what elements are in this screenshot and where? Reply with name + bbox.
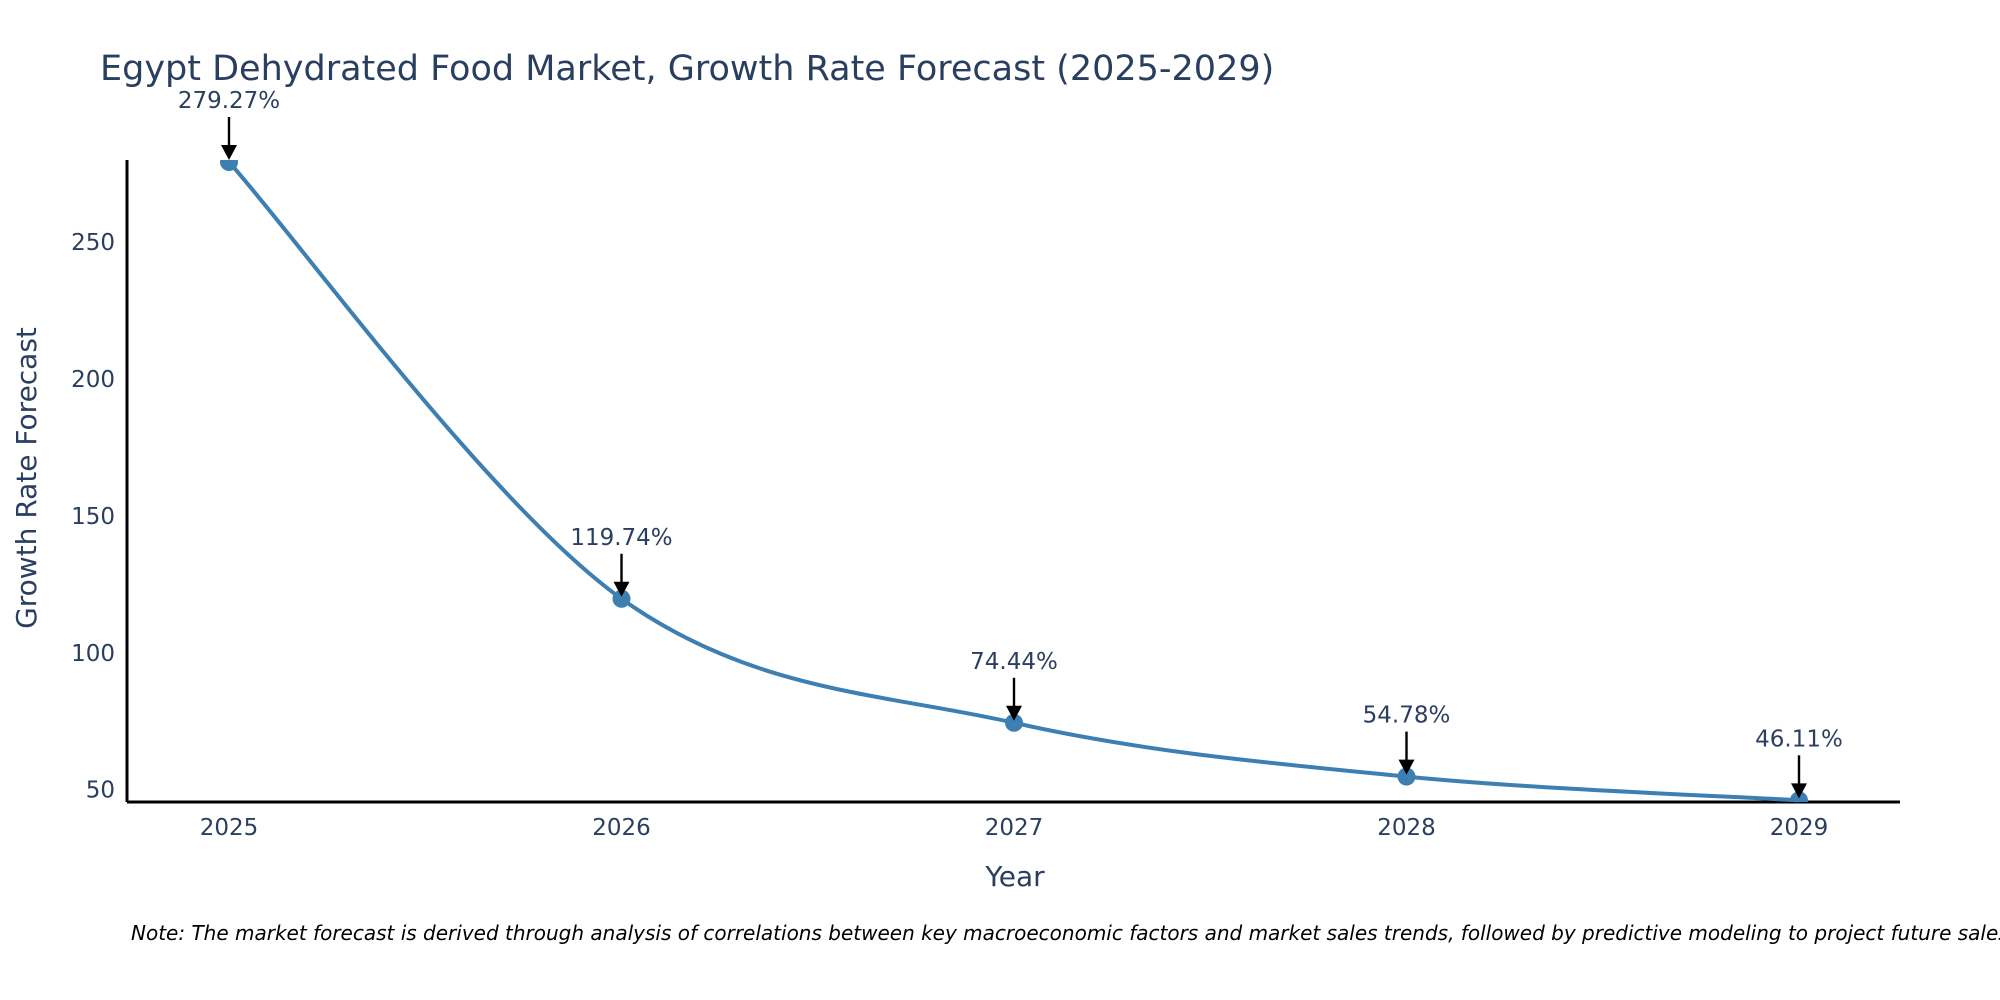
x-tick-label: 2029	[1770, 815, 1829, 841]
data-markers	[220, 160, 1808, 802]
y-tick-label: 100	[71, 641, 115, 667]
chart-title: Egypt Dehydrated Food Market, Growth Rat…	[100, 49, 1274, 89]
annotation-arrow-head	[1791, 783, 1807, 799]
y-tick-label: 50	[86, 778, 115, 804]
data-annotations: 279.27% 119.74% 74.44% 54.78% 46.11%	[178, 88, 1843, 799]
annotation-arrow-head	[1006, 705, 1022, 721]
series-line	[227, 160, 1800, 803]
annotation-arrow-head	[1398, 759, 1415, 775]
x-tick-label: 2026	[592, 815, 651, 841]
data-point	[1397, 767, 1416, 786]
y-tick-label: 200	[71, 367, 115, 393]
x-axis-ticks: 2025 2026 2027 2028 2029	[200, 815, 1829, 841]
data-label: 46.11%	[1755, 726, 1843, 752]
x-tick-label: 2028	[1377, 815, 1436, 841]
annotation-arrow-head	[221, 144, 237, 160]
y-axis-title: Growth Rate Forecast	[10, 327, 43, 629]
y-tick-label: 150	[71, 504, 115, 530]
data-label: 119.74%	[570, 525, 672, 551]
x-axis-title: Year	[984, 860, 1045, 893]
data-point	[1005, 713, 1023, 732]
data-point	[220, 160, 238, 171]
x-tick-label: 2025	[200, 815, 259, 841]
annotation-arrow-head	[613, 581, 630, 597]
data-label: 74.44%	[970, 649, 1058, 675]
y-axis-ticks: 50 100 150 200 250	[71, 230, 115, 804]
data-label: 279.27%	[178, 88, 280, 114]
data-label: 54.78%	[1363, 703, 1451, 729]
data-point	[612, 589, 631, 608]
y-tick-label: 250	[71, 230, 115, 256]
chart-note: Note: The market forecast is derived thr…	[131, 921, 2000, 945]
x-tick-label: 2027	[985, 815, 1044, 841]
